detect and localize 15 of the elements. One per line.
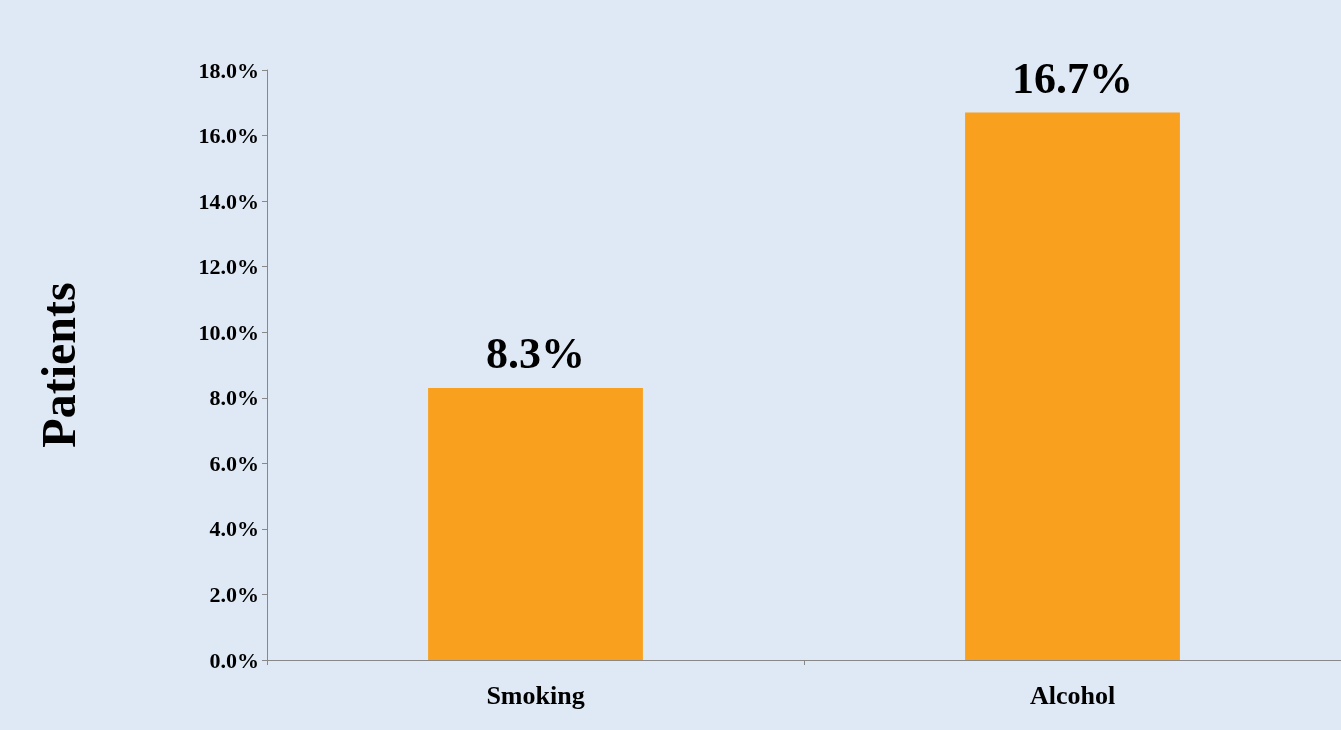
y-tick-label: 14.0%: [198, 188, 259, 214]
y-tick-label: 8.0%: [209, 385, 259, 411]
y-tick-label: 10.0%: [198, 319, 259, 345]
x-tick-label: Smoking: [486, 680, 585, 710]
data-label: 8.3%: [486, 329, 585, 379]
y-tick-label: 12.0%: [198, 254, 259, 280]
x-tick-label: Alcohol: [1029, 680, 1116, 710]
y-tick-label: 0.0%: [209, 647, 259, 673]
y-tick-label: 4.0%: [209, 516, 259, 542]
y-tick-label: 16.0%: [198, 123, 259, 149]
y-axis-title: Patients: [31, 282, 85, 448]
data-label: 16.7%: [1012, 54, 1133, 104]
y-tick-label: 6.0%: [209, 450, 259, 476]
y-tick-label: 2.0%: [209, 581, 259, 607]
y-tick-label: 18.0%: [198, 57, 259, 83]
